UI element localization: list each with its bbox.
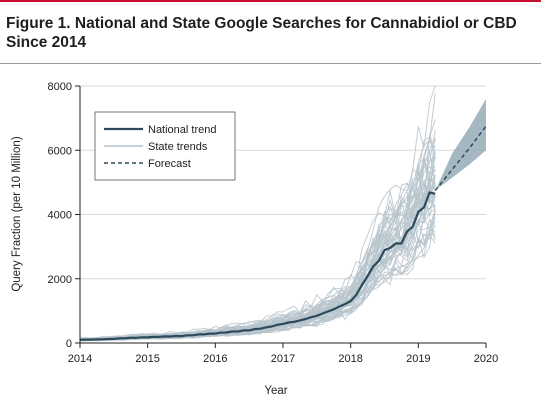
x-tick-label-2014: 2014 [68, 353, 92, 365]
legend-label-state: State trends [148, 141, 208, 153]
x-tick-label-2015: 2015 [135, 353, 159, 365]
y-tick-label-6000: 6000 [48, 145, 72, 157]
x-axis-title: Year [264, 385, 287, 397]
forecast-interval-band [435, 98, 486, 191]
x-tick-label-2019: 2019 [406, 353, 430, 365]
figure-title: Figure 1. National and State Google Sear… [6, 14, 526, 52]
axes: 0 2000 4000 6000 8000 2014 2015 2016 2017 2018 201… [48, 81, 499, 365]
y-tick-label-2000: 2000 [48, 274, 72, 286]
legend-label-national: National trend [148, 124, 217, 136]
x-tick-label-2020: 2020 [474, 353, 498, 365]
state-trend-line-12 [79, 196, 436, 341]
legend-label-forecast: Forecast [148, 158, 191, 170]
y-tick-label-0: 0 [66, 338, 72, 350]
x-tick-label-2017: 2017 [271, 353, 295, 365]
state-trend-line-48 [79, 137, 436, 340]
y-tick-label-8000: 8000 [48, 81, 72, 93]
figure-title-line-1: Figure 1. National and State Google Sear… [6, 15, 517, 32]
x-tick-label-2016: 2016 [203, 353, 227, 365]
y-axis-title: Query Fraction (per 10 Million) [11, 136, 23, 291]
legend: National trend State trends Forecast [94, 111, 236, 181]
y-tick-label-4000: 4000 [48, 210, 72, 222]
figure-title-divider [0, 63, 541, 64]
state-trend-line-51 [79, 233, 436, 342]
x-tick-label-2018: 2018 [338, 353, 362, 365]
national-trend-line [79, 191, 436, 341]
figure-accent-rule [0, 0, 541, 2]
series-layer [79, 125, 487, 341]
figure-title-line-2: Since 2014 [6, 34, 87, 51]
forecast-band-layer [435, 98, 486, 191]
